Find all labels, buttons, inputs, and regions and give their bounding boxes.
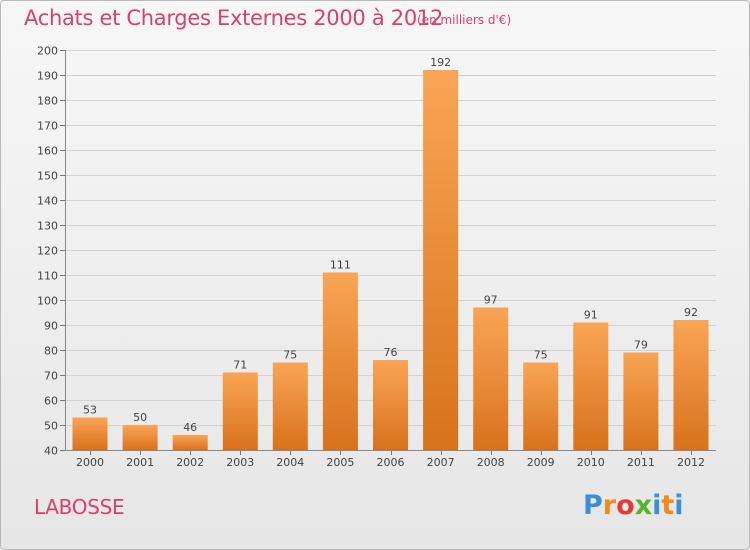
- x-tick-label: 2005: [326, 456, 354, 469]
- y-tick-label: 160: [37, 145, 58, 158]
- y-tick-label: 40: [44, 445, 58, 458]
- x-tick-label: 2011: [627, 456, 655, 469]
- logo-letter: i: [674, 490, 684, 521]
- y-tick-label: 170: [37, 120, 58, 133]
- logo-letter: i: [652, 490, 662, 521]
- x-tick-label: 2001: [126, 456, 154, 469]
- bar: [122, 425, 158, 450]
- y-axis: 40 50 60 70 80 90 100 110 120 130 140 150 160 170 180 1…: [37, 45, 66, 458]
- bar: [573, 322, 609, 450]
- logo-letter: r: [602, 490, 617, 521]
- data-label: 53: [83, 404, 97, 417]
- data-label: 50: [133, 411, 147, 424]
- bar: [523, 362, 559, 450]
- y-tick-label: 80: [44, 345, 58, 358]
- y-tick-label: 110: [37, 270, 58, 283]
- x-tick-label: 2012: [677, 456, 705, 469]
- x-tick-label: 2006: [377, 456, 405, 469]
- chart-subtitle: (en milliers d'€): [417, 13, 512, 27]
- y-tick-label: 60: [44, 395, 58, 408]
- y-tick-label: 100: [37, 295, 58, 308]
- y-tick-label: 90: [44, 320, 58, 333]
- data-label: 91: [584, 309, 598, 322]
- logo-letter: o: [616, 490, 635, 521]
- bar: [172, 435, 208, 450]
- data-label: 71: [233, 359, 247, 372]
- x-axis: 2000 2001 2002 2003 2004 2005 2006 2007 2008 2009…: [65, 450, 716, 469]
- bar: [72, 417, 108, 450]
- x-tick-label: 2002: [176, 456, 204, 469]
- bar: [322, 272, 358, 450]
- y-tick-label: 130: [37, 220, 58, 233]
- x-tick-label: 2003: [226, 456, 254, 469]
- bar: [222, 372, 258, 450]
- logo-letter: t: [661, 490, 675, 521]
- commune-name: LABOSSE: [34, 495, 125, 519]
- data-label: 75: [534, 349, 548, 362]
- data-label: 192: [430, 56, 451, 69]
- bar: [272, 362, 308, 450]
- x-tick-label: 2004: [276, 456, 304, 469]
- value-labels: 53 50 46 71 75 111 76 192 97 75 91 79 92: [83, 56, 698, 434]
- chart-title: Achats et Charges Externes 2000 à 2012: [24, 6, 444, 30]
- bar: [673, 320, 709, 450]
- y-tick-label: 180: [37, 95, 58, 108]
- y-tick-label: 190: [37, 70, 58, 83]
- x-tick-label: 2010: [577, 456, 605, 469]
- bar: [423, 70, 459, 450]
- data-label: 79: [634, 339, 648, 352]
- y-tick-label: 150: [37, 170, 58, 183]
- y-tick-label: 120: [37, 245, 58, 258]
- data-label: 75: [283, 349, 297, 362]
- x-tick-label: 2009: [527, 456, 555, 469]
- y-tick-label: 70: [44, 370, 58, 383]
- data-label: 46: [183, 421, 197, 434]
- x-tick-label: 2008: [477, 456, 505, 469]
- y-tick-label: 200: [37, 45, 58, 58]
- logo-letter: P: [583, 490, 603, 521]
- bar: [473, 307, 509, 450]
- data-label: 92: [684, 306, 698, 319]
- x-tick-label: 2000: [76, 456, 104, 469]
- proxiti-logo[interactable]: Proxiti: [583, 490, 684, 521]
- x-tick-label: 2007: [427, 456, 455, 469]
- y-tick-label: 50: [44, 420, 58, 433]
- data-label: 76: [384, 346, 398, 359]
- bar: [373, 360, 408, 450]
- logo-letter: x: [634, 490, 653, 521]
- data-label: 111: [330, 259, 351, 272]
- bar: [623, 352, 659, 450]
- bars: [72, 70, 709, 450]
- data-label: 97: [484, 294, 498, 307]
- y-tick-label: 140: [37, 195, 58, 208]
